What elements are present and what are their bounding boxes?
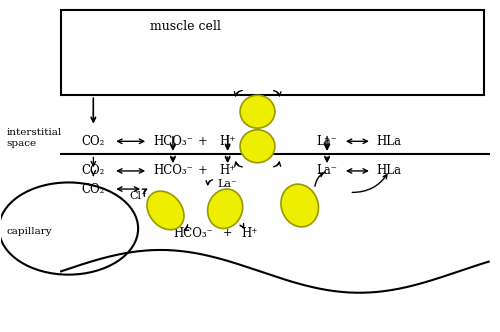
Text: HCO₃⁻: HCO₃⁻	[153, 164, 193, 177]
Ellipse shape	[147, 191, 184, 230]
Ellipse shape	[281, 184, 318, 227]
Text: La⁻: La⁻	[218, 179, 238, 189]
Ellipse shape	[240, 130, 275, 163]
Text: +: +	[198, 135, 207, 148]
Text: La⁻: La⁻	[316, 135, 338, 148]
Text: H⁺: H⁺	[242, 227, 258, 240]
Text: capillary: capillary	[6, 227, 52, 236]
Text: HCO₃⁻: HCO₃⁻	[153, 135, 193, 148]
Text: H⁺: H⁺	[220, 135, 236, 148]
Text: +: +	[198, 164, 207, 177]
Text: HLa: HLa	[376, 135, 402, 148]
FancyBboxPatch shape	[61, 10, 484, 95]
Ellipse shape	[208, 189, 242, 228]
Text: +: +	[223, 228, 232, 238]
Text: H⁺: H⁺	[220, 164, 236, 177]
Text: CO₂: CO₂	[82, 135, 105, 148]
Ellipse shape	[240, 95, 275, 128]
Text: CO₂: CO₂	[82, 183, 105, 196]
Text: HLa: HLa	[376, 164, 402, 177]
Text: Cl⁻: Cl⁻	[129, 191, 147, 201]
Text: La⁻: La⁻	[316, 164, 338, 177]
Text: CO₂: CO₂	[82, 164, 105, 177]
Text: interstitial
space: interstitial space	[6, 128, 62, 148]
Text: muscle cell: muscle cell	[150, 20, 221, 33]
Text: HCO₃⁻: HCO₃⁻	[173, 227, 213, 240]
